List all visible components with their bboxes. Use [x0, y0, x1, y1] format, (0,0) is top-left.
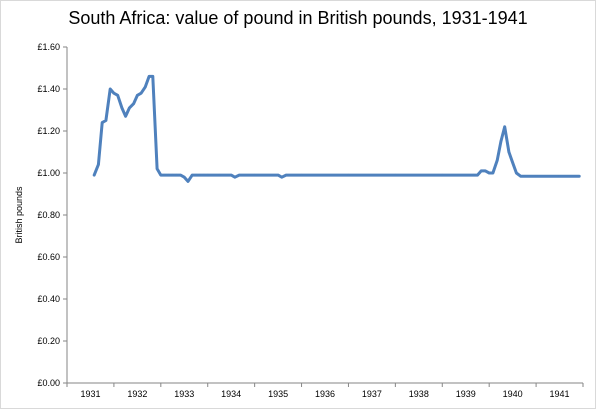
data-point: [487, 171, 491, 175]
data-point: [523, 174, 526, 178]
data-point: [495, 159, 499, 162]
series-points: [93, 75, 581, 183]
y-tick-label: £0.20: [37, 336, 60, 346]
data-point: [159, 173, 163, 177]
x-tick-label: 1937: [362, 389, 382, 399]
data-point: [206, 173, 209, 177]
data-point: [472, 173, 475, 177]
data-point: [132, 102, 135, 105]
data-point: [136, 94, 139, 97]
data-point: [100, 121, 104, 124]
data-point: [191, 173, 194, 177]
data-point: [104, 119, 108, 122]
data-point: [97, 163, 100, 166]
data-point: [163, 173, 166, 177]
data-point: [519, 174, 522, 178]
data-point: [120, 106, 124, 110]
data-point: [237, 173, 241, 177]
data-point: [578, 174, 581, 178]
data-point: [139, 92, 143, 95]
data-point: [441, 173, 444, 177]
data-point: [558, 174, 561, 178]
x-tick-label: 1935: [268, 389, 288, 399]
data-point: [112, 92, 116, 95]
x-tick-label: 1934: [221, 389, 241, 399]
x-tick-label: 1933: [174, 389, 194, 399]
data-point: [167, 173, 170, 177]
data-point: [147, 75, 151, 78]
data-point: [175, 173, 178, 177]
data-point: [511, 161, 514, 164]
chart-title: South Africa: value of pound in British …: [68, 8, 528, 28]
y-axis-ticks: £0.00 £0.20 £0.40 £0.60 £0.80 £1.00 £1.20 £1.40…: [37, 42, 67, 388]
data-point: [484, 169, 487, 173]
data-point: [202, 173, 206, 177]
data-point: [179, 173, 182, 177]
data-point: [218, 173, 221, 177]
data-point: [116, 94, 119, 97]
y-tick-label: £0.60: [37, 252, 60, 262]
data-point: [186, 180, 190, 183]
data-point: [93, 173, 96, 177]
data-point: [171, 173, 174, 177]
data-point: [276, 173, 280, 177]
data-point: [515, 171, 518, 175]
data-point: [491, 171, 495, 175]
data-point: [476, 173, 479, 177]
y-tick-label: £0.00: [37, 378, 60, 388]
y-axis-label: British pounds: [14, 186, 24, 244]
data-point: [229, 173, 233, 177]
x-tick-label: 1939: [456, 389, 476, 399]
y-tick-label: £1.40: [37, 84, 60, 94]
y-tick-label: £1.20: [37, 126, 60, 136]
data-point: [280, 176, 284, 179]
data-point: [128, 106, 131, 110]
data-point: [480, 169, 483, 173]
data-point: [503, 125, 506, 128]
data-point: [108, 87, 112, 91]
data-point: [534, 174, 538, 178]
x-tick-label: 1938: [409, 389, 429, 399]
data-point: [347, 173, 350, 177]
data-point: [499, 140, 503, 143]
data-point: [144, 85, 147, 89]
data-point: [124, 115, 127, 118]
data-point: [183, 176, 186, 179]
x-tick-label: 1932: [127, 389, 147, 399]
data-point: [155, 167, 159, 170]
data-point: [198, 173, 201, 177]
y-tick-label: £0.80: [37, 210, 60, 220]
data-point: [233, 176, 237, 179]
data-point: [253, 173, 256, 177]
data-point: [194, 173, 198, 177]
data-point: [394, 173, 397, 177]
series-line: [92, 74, 581, 183]
x-axis-ticks: 1931 1932 1933 1934 1935 1936 1937 1938 1939 1940…: [66, 383, 584, 399]
x-tick-label: 1931: [80, 389, 100, 399]
x-tick-label: 1936: [315, 389, 335, 399]
data-point: [526, 174, 530, 178]
data-point: [151, 75, 155, 78]
x-tick-label: 1941: [550, 389, 570, 399]
y-tick-label: £1.00: [37, 168, 60, 178]
data-point: [284, 173, 288, 177]
y-tick-label: £1.60: [37, 42, 60, 52]
x-tick-label: 1940: [503, 389, 523, 399]
y-tick-label: £0.40: [37, 294, 60, 304]
data-point: [300, 173, 303, 177]
data-point: [507, 150, 511, 154]
